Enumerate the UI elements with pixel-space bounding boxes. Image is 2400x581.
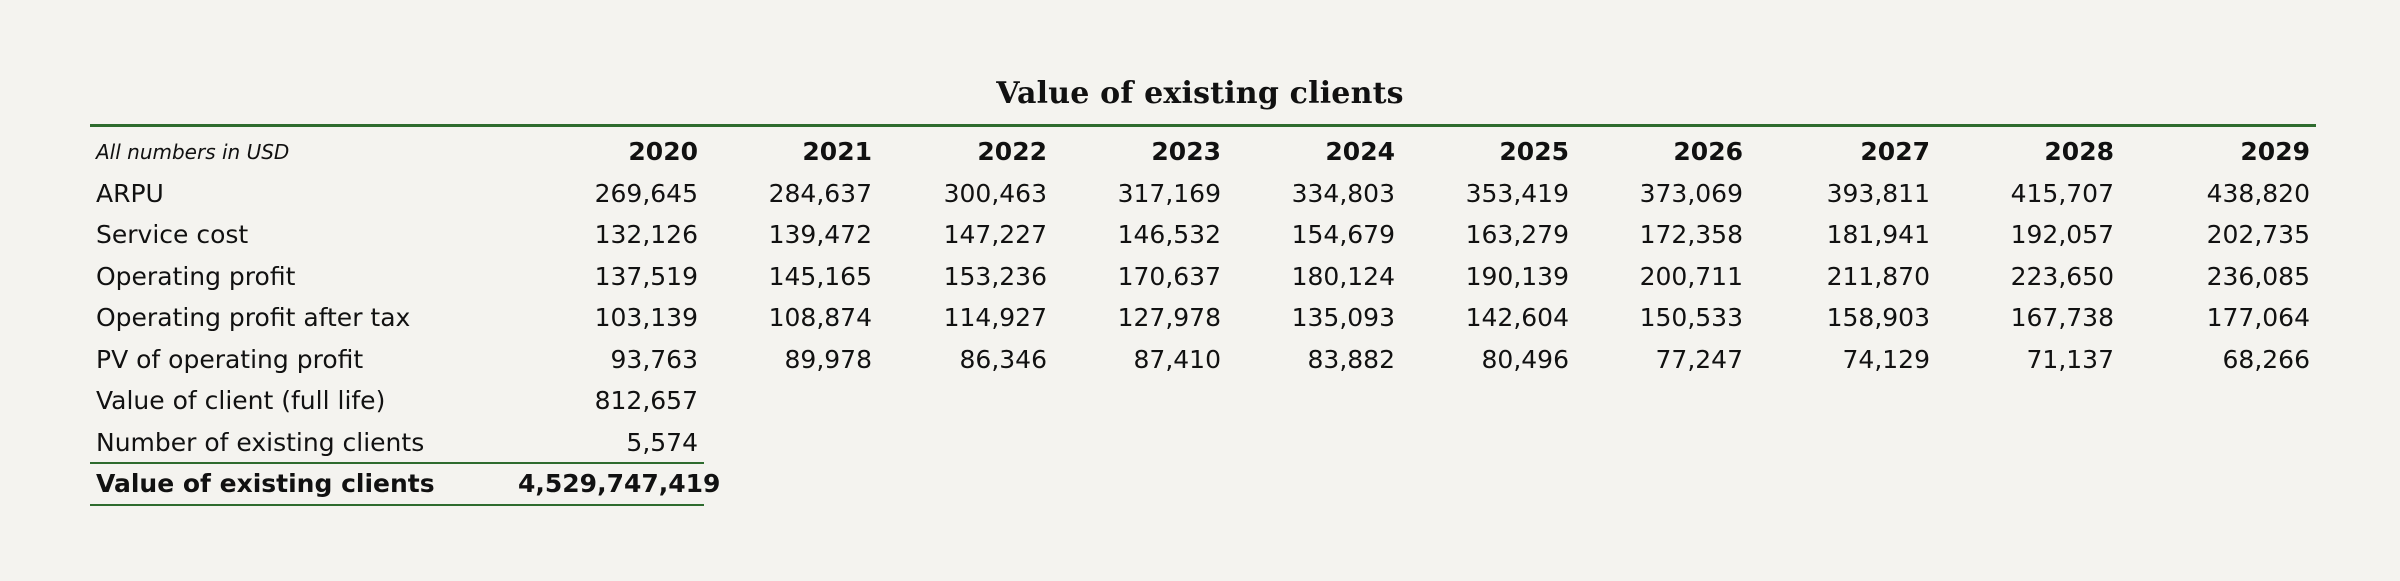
total-row: Value of existing clients 4,529,747,419 bbox=[90, 463, 2316, 505]
cell-value: 177,064 bbox=[2206, 303, 2310, 333]
cell-value: 211,870 bbox=[1826, 261, 1930, 291]
cell-value: 77,247 bbox=[1655, 344, 1743, 374]
cell-value: 139,472 bbox=[768, 220, 872, 250]
year-header: 2027 bbox=[1860, 137, 1930, 167]
cell-value: 353,419 bbox=[1465, 178, 1569, 208]
cell-value: 5,574 bbox=[626, 427, 698, 457]
year-header: 2028 bbox=[2044, 137, 2114, 167]
cell-value: 158,903 bbox=[1826, 303, 1930, 333]
cell-value: 89,978 bbox=[784, 344, 872, 374]
cell-value: 284,637 bbox=[768, 178, 872, 208]
table-row: Value of client (full life) 812,657 bbox=[90, 380, 2316, 422]
year-header: 2026 bbox=[1673, 137, 1743, 167]
top-divider bbox=[90, 124, 2316, 127]
cell-value: 114,927 bbox=[943, 303, 1047, 333]
units-note: All numbers in USD bbox=[96, 139, 290, 164]
cell-value: 153,236 bbox=[943, 261, 1047, 291]
row-label: ARPU bbox=[96, 178, 164, 208]
cell-value: 393,811 bbox=[1826, 178, 1930, 208]
cell-value: 192,057 bbox=[2010, 220, 2114, 250]
cell-value: 236,085 bbox=[2206, 261, 2310, 291]
cell-value: 373,069 bbox=[1639, 178, 1743, 208]
row-label: PV of operating profit bbox=[96, 344, 364, 374]
table-row: Service cost 132,126 139,472 147,227 146… bbox=[90, 214, 2316, 256]
cell-value: 172,358 bbox=[1639, 220, 1743, 250]
cell-value: 108,874 bbox=[768, 303, 872, 333]
year-header: 2025 bbox=[1499, 137, 1569, 167]
cell-value: 86,346 bbox=[959, 344, 1047, 374]
total-bottom-divider bbox=[90, 504, 704, 506]
cell-value: 80,496 bbox=[1481, 344, 1569, 374]
year-header: 2024 bbox=[1325, 137, 1395, 167]
cell-value: 812,657 bbox=[594, 386, 698, 416]
cell-value: 150,533 bbox=[1639, 303, 1743, 333]
cell-value: 135,093 bbox=[1291, 303, 1395, 333]
empty-cells bbox=[704, 463, 2316, 505]
cell-value: 146,532 bbox=[1117, 220, 1221, 250]
cell-value: 103,139 bbox=[594, 303, 698, 333]
cell-value: 415,707 bbox=[2010, 178, 2114, 208]
cell-value: 438,820 bbox=[2206, 178, 2310, 208]
row-label: Operating profit after tax bbox=[96, 303, 411, 333]
cell-value: 180,124 bbox=[1291, 261, 1395, 291]
row-label: Number of existing clients bbox=[96, 427, 425, 457]
table-row: Operating profit 137,519 145,165 153,236… bbox=[90, 256, 2316, 298]
cell-value: 147,227 bbox=[943, 220, 1047, 250]
cell-value: 154,679 bbox=[1291, 220, 1395, 250]
total-label: Value of existing clients bbox=[96, 469, 435, 499]
year-header: 2020 bbox=[628, 137, 698, 167]
year-header: 2029 bbox=[2240, 137, 2310, 167]
clients-value-table: All numbers in USD 2020 2021 2022 2023 2… bbox=[90, 131, 2316, 505]
cell-value: 145,165 bbox=[768, 261, 872, 291]
cell-value: 269,645 bbox=[594, 178, 698, 208]
cell-value: 71,137 bbox=[2026, 344, 2114, 374]
table-row: Number of existing clients 5,574 bbox=[90, 422, 2316, 464]
cell-value: 334,803 bbox=[1291, 178, 1395, 208]
cell-value: 127,978 bbox=[1117, 303, 1221, 333]
total-top-divider bbox=[90, 462, 704, 464]
total-value: 4,529,747,419 bbox=[518, 469, 721, 499]
empty-cells bbox=[704, 422, 2316, 464]
table-row: Operating profit after tax 103,139 108,8… bbox=[90, 297, 2316, 339]
row-label: Service cost bbox=[96, 220, 249, 250]
table-row: ARPU 269,645 284,637 300,463 317,169 334… bbox=[90, 173, 2316, 215]
row-label: Value of client (full life) bbox=[96, 386, 386, 416]
cell-value: 190,139 bbox=[1465, 261, 1569, 291]
cell-value: 181,941 bbox=[1826, 220, 1930, 250]
cell-value: 200,711 bbox=[1639, 261, 1743, 291]
cell-value: 137,519 bbox=[594, 261, 698, 291]
cell-value: 317,169 bbox=[1117, 178, 1221, 208]
year-header: 2021 bbox=[802, 137, 872, 167]
cell-value: 202,735 bbox=[2206, 220, 2310, 250]
cell-value: 83,882 bbox=[1307, 344, 1395, 374]
year-header: 2023 bbox=[1151, 137, 1221, 167]
cell-value: 74,129 bbox=[1842, 344, 1930, 374]
cell-value: 163,279 bbox=[1465, 220, 1569, 250]
header-row: All numbers in USD 2020 2021 2022 2023 2… bbox=[90, 131, 2316, 173]
cell-value: 68,266 bbox=[2222, 344, 2310, 374]
empty-cells bbox=[704, 380, 2316, 422]
cell-value: 167,738 bbox=[2010, 303, 2114, 333]
cell-value: 300,463 bbox=[943, 178, 1047, 208]
table-title: Value of existing clients bbox=[996, 76, 1404, 111]
cell-value: 87,410 bbox=[1133, 344, 1221, 374]
cell-value: 170,637 bbox=[1117, 261, 1221, 291]
cell-value: 142,604 bbox=[1465, 303, 1569, 333]
table-row: PV of operating profit 93,763 89,978 86,… bbox=[90, 339, 2316, 381]
cell-value: 223,650 bbox=[2010, 261, 2114, 291]
year-header: 2022 bbox=[977, 137, 1047, 167]
cell-value: 93,763 bbox=[610, 344, 698, 374]
row-label: Operating profit bbox=[96, 261, 296, 291]
cell-value: 132,126 bbox=[594, 220, 698, 250]
